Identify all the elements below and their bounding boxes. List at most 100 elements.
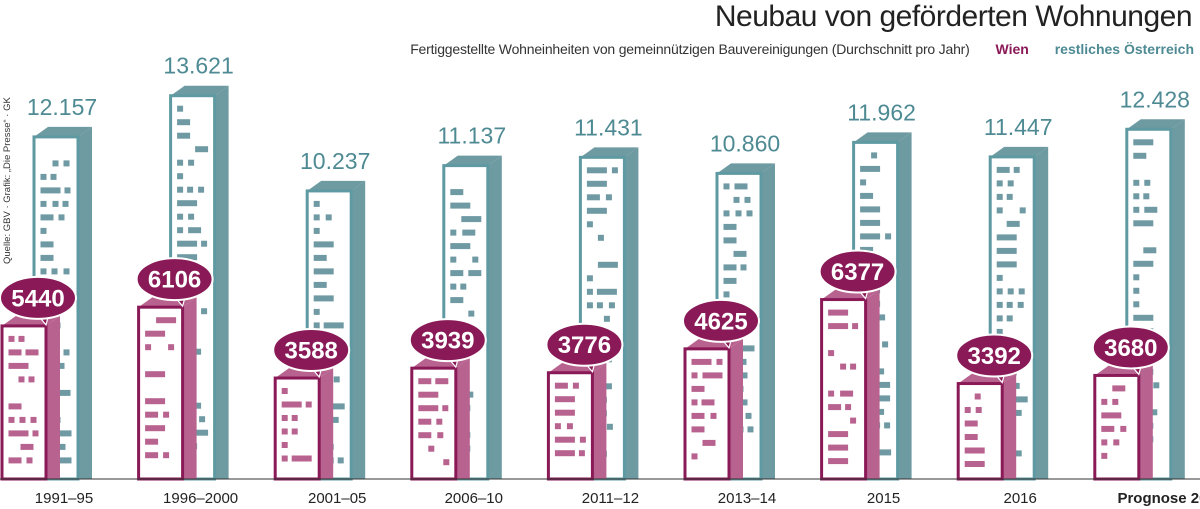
window xyxy=(996,166,1010,173)
window xyxy=(996,301,1003,308)
window xyxy=(418,418,432,425)
window xyxy=(735,210,742,217)
window xyxy=(877,381,891,388)
window xyxy=(852,323,859,330)
window xyxy=(59,443,66,450)
value-label-austria: 12.428 xyxy=(1120,86,1190,112)
window xyxy=(597,261,618,268)
window xyxy=(323,322,344,329)
window xyxy=(418,378,432,385)
window xyxy=(1101,439,1108,446)
window xyxy=(586,288,593,295)
window xyxy=(996,274,1003,281)
window xyxy=(723,183,730,190)
window xyxy=(1144,206,1158,213)
legend-wien: Wien xyxy=(995,41,1029,57)
window xyxy=(828,404,842,411)
bar-wien-side xyxy=(46,315,60,479)
window xyxy=(828,458,849,465)
window xyxy=(586,194,600,201)
window xyxy=(462,229,476,236)
window xyxy=(586,167,607,174)
window xyxy=(435,378,449,385)
window xyxy=(313,254,327,261)
window xyxy=(52,200,59,207)
bar-austria-side xyxy=(897,132,912,479)
window xyxy=(450,256,457,263)
window xyxy=(40,241,54,248)
window xyxy=(50,173,57,180)
window xyxy=(1006,315,1013,322)
window xyxy=(1133,260,1154,267)
window xyxy=(996,193,1003,200)
window xyxy=(145,438,159,445)
window xyxy=(723,277,737,284)
window xyxy=(608,302,615,309)
bar-austria-side xyxy=(761,163,775,479)
window xyxy=(1018,288,1025,295)
window xyxy=(177,227,184,234)
value-label-wien: 3939 xyxy=(421,328,474,355)
window xyxy=(840,390,854,397)
x-tick-label: 2016 xyxy=(1004,490,1037,507)
window xyxy=(18,335,25,342)
window xyxy=(1019,207,1026,214)
window xyxy=(8,457,22,464)
window xyxy=(468,270,482,277)
window xyxy=(603,315,610,322)
window xyxy=(418,391,439,398)
window xyxy=(1133,301,1140,308)
category-group: 10.237 3588 2001–05 xyxy=(272,148,370,507)
window xyxy=(996,180,1003,187)
window xyxy=(40,268,47,275)
window xyxy=(163,411,170,418)
window xyxy=(450,297,464,304)
window xyxy=(199,416,206,423)
bar-wien-side xyxy=(592,362,607,479)
value-label-wien: 4625 xyxy=(694,308,747,335)
window xyxy=(1133,274,1140,281)
x-tick-label: 2001–05 xyxy=(308,490,366,507)
window xyxy=(710,412,717,419)
window xyxy=(734,183,748,190)
window xyxy=(1133,287,1140,294)
window xyxy=(418,432,432,439)
window xyxy=(1133,193,1140,200)
x-tick-label: 1991–95 xyxy=(35,490,93,507)
window xyxy=(64,187,71,194)
window xyxy=(871,449,892,456)
window xyxy=(50,389,71,396)
window xyxy=(63,268,70,275)
window xyxy=(740,264,747,271)
value-label-austria: 11.447 xyxy=(984,114,1053,140)
window xyxy=(1006,193,1013,200)
window xyxy=(51,268,58,275)
x-tick-label: 2011–12 xyxy=(582,490,639,507)
window xyxy=(554,423,561,430)
window xyxy=(964,447,985,454)
value-label-austria: 10.860 xyxy=(710,130,780,156)
window xyxy=(1144,179,1151,186)
window xyxy=(187,186,194,193)
window xyxy=(828,431,849,438)
window xyxy=(333,376,340,383)
bar-austria-side xyxy=(624,147,639,479)
window xyxy=(177,132,191,139)
window xyxy=(996,315,1003,322)
window xyxy=(145,398,166,405)
window xyxy=(586,275,593,282)
window xyxy=(325,214,332,221)
window xyxy=(723,237,737,244)
window xyxy=(25,349,39,356)
window xyxy=(586,221,593,228)
window xyxy=(460,283,467,290)
window xyxy=(195,146,209,153)
window xyxy=(1133,179,1140,186)
window xyxy=(554,450,575,457)
window xyxy=(885,233,892,240)
window xyxy=(554,396,575,403)
window xyxy=(828,444,849,451)
window xyxy=(975,407,982,413)
window xyxy=(691,453,698,460)
window xyxy=(744,196,751,203)
